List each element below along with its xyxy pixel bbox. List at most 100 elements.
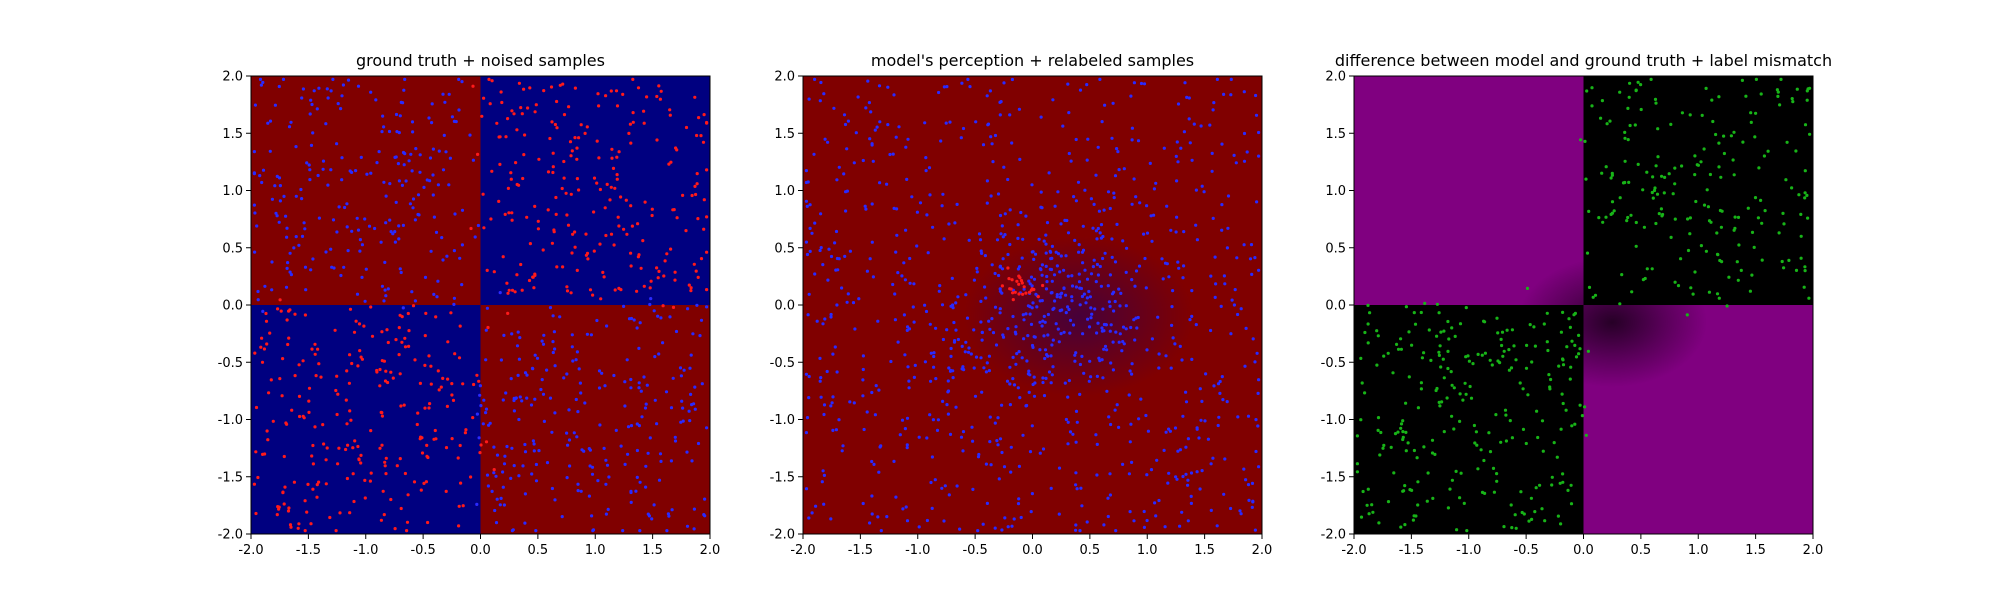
- blue-sample-point: [1044, 264, 1048, 268]
- red-sample-point: [380, 330, 384, 334]
- green-sample-point: [1499, 337, 1503, 341]
- blue-sample-point: [1009, 445, 1013, 449]
- blue-sample-point: [1212, 101, 1216, 105]
- blue-sample-point: [457, 108, 461, 112]
- red-sample-point: [522, 87, 526, 91]
- green-sample-point: [1693, 173, 1697, 177]
- blue-sample-point: [1138, 201, 1142, 205]
- blue-sample-point: [856, 95, 860, 99]
- blue-sample-point: [1180, 510, 1184, 514]
- blue-sample-point: [1149, 214, 1153, 218]
- blue-sample-point: [1088, 359, 1092, 363]
- green-sample-point: [1469, 396, 1474, 400]
- red-sample-point: [553, 122, 558, 127]
- blue-sample-point: [1075, 420, 1079, 424]
- blue-sample-point: [460, 243, 464, 247]
- red-sample-point: [689, 286, 693, 290]
- red-sample-point: [297, 363, 301, 367]
- green-sample-point: [1510, 436, 1514, 440]
- blue-sample-point: [567, 438, 572, 442]
- blue-sample-point: [393, 240, 397, 244]
- green-sample-point: [1521, 427, 1526, 431]
- red-sample-point: [457, 504, 461, 508]
- green-sample-point: [1503, 408, 1508, 412]
- green-sample-point: [1650, 267, 1654, 271]
- blue-sample-point: [277, 220, 281, 224]
- blue-sample-point: [343, 205, 347, 210]
- blue-sample-point: [971, 487, 975, 491]
- blue-sample-point: [1000, 528, 1004, 532]
- blue-sample-point: [911, 305, 915, 309]
- green-sample-point: [1795, 87, 1799, 91]
- blue-sample-point: [1044, 251, 1048, 255]
- blue-sample-point: [1132, 81, 1136, 85]
- x-tick-label: 2.0: [1252, 543, 1273, 558]
- blue-sample-point: [1176, 102, 1181, 106]
- blue-sample-point: [1106, 514, 1110, 519]
- blue-sample-point: [445, 254, 449, 258]
- blue-sample-point: [827, 247, 831, 251]
- blue-sample-point: [917, 525, 921, 529]
- blue-sample-point: [1127, 472, 1131, 476]
- blue-sample-point: [1067, 307, 1071, 312]
- blue-sample-point: [550, 486, 555, 491]
- blue-sample-point: [1064, 254, 1068, 258]
- green-sample-point: [1395, 342, 1399, 346]
- red-sample-point: [498, 162, 502, 166]
- green-sample-point: [1555, 455, 1559, 459]
- green-sample-point: [1641, 188, 1645, 192]
- blue-sample-point: [1033, 252, 1038, 256]
- blue-sample-point: [1235, 256, 1239, 260]
- blue-sample-point: [638, 321, 642, 325]
- blue-sample-point: [511, 528, 515, 532]
- red-sample-point: [424, 311, 428, 315]
- red-sample-point: [317, 480, 321, 484]
- blue-sample-point: [1161, 277, 1165, 281]
- green-sample-point: [1480, 353, 1484, 357]
- blue-sample-point: [1108, 273, 1112, 277]
- green-sample-point: [1776, 90, 1780, 94]
- blue-sample-point: [1130, 362, 1134, 366]
- green-sample-point: [1532, 325, 1536, 329]
- green-sample-point: [1407, 330, 1411, 334]
- x-tick-label: 1.0: [1137, 543, 1158, 558]
- red-sample-point: [569, 192, 573, 196]
- region-quadrant-1: [480, 76, 710, 305]
- blue-sample-point: [541, 392, 546, 396]
- blue-sample-point: [1210, 169, 1214, 173]
- y-tick-label: -1.5: [1321, 470, 1346, 485]
- blue-sample-point: [1113, 299, 1117, 304]
- red-sample-point: [506, 291, 510, 295]
- blue-sample-point: [666, 512, 671, 516]
- red-sample-point: [565, 285, 569, 289]
- blue-sample-point: [381, 114, 385, 118]
- green-sample-point: [1714, 132, 1718, 137]
- x-tick-label: 0.0: [470, 543, 491, 558]
- green-sample-point: [1355, 470, 1359, 474]
- green-sample-point: [1404, 430, 1408, 434]
- green-sample-point: [1439, 330, 1443, 334]
- y-tick-label: -2.0: [1321, 528, 1346, 543]
- blue-sample-point: [870, 202, 874, 206]
- blue-sample-point: [1135, 326, 1139, 330]
- blue-sample-point: [846, 119, 851, 123]
- panel-background: [251, 76, 710, 534]
- blue-sample-point: [991, 331, 996, 335]
- blue-sample-point: [879, 529, 883, 533]
- blue-sample-point: [423, 275, 428, 279]
- green-sample-point: [1753, 135, 1757, 139]
- green-sample-point: [1645, 267, 1649, 271]
- red-sample-point: [1017, 282, 1021, 286]
- red-sample-point: [562, 176, 566, 180]
- green-sample-point: [1717, 165, 1721, 169]
- blue-sample-point: [1078, 303, 1082, 307]
- green-sample-point: [1446, 349, 1450, 353]
- blue-sample-point: [1194, 223, 1198, 227]
- red-sample-point: [482, 96, 486, 100]
- red-sample-point: [378, 367, 382, 372]
- red-sample-point: [446, 340, 450, 344]
- green-sample-point: [1509, 503, 1513, 507]
- blue-sample-point: [1198, 487, 1202, 491]
- blue-sample-point: [644, 485, 648, 489]
- blue-sample-point: [819, 80, 823, 85]
